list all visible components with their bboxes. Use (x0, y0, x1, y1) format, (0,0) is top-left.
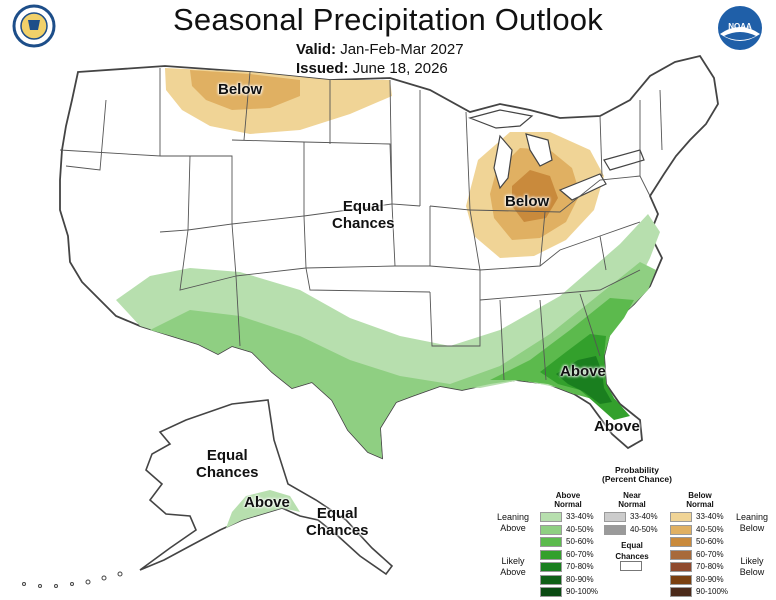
doc-seal-icon (12, 4, 56, 48)
valid-value: Jan-Feb-Mar 2027 (340, 41, 464, 58)
legend-leaning-above-line2: Above (500, 523, 526, 533)
legend-likely-above-line1: Likely (501, 556, 525, 566)
issued-line: Issued: June 18, 2026 (296, 60, 448, 77)
legend-above-label: 70-80% (566, 562, 594, 571)
legend-below-label: 50-60% (696, 537, 724, 546)
legend-above-swatch (540, 562, 562, 572)
legend-above-label: 60-70% (566, 549, 594, 559)
legend-title-line2: (Percent Chance) (602, 474, 672, 484)
legend-leaning-above-line1: Leaning (496, 512, 530, 522)
legend-below-swatch (670, 574, 692, 585)
legend-below-header-line2: Normal (686, 500, 714, 509)
legend-below-header-line1: Below (688, 491, 712, 500)
legend-below-label: 60-70% (696, 549, 724, 559)
legend-near-header-line1: Near (623, 491, 641, 500)
legend-above-label: 33-40% (566, 512, 594, 521)
legend-below-swatch (670, 587, 692, 597)
legend-below-swatch (670, 512, 692, 522)
legend-below-swatch (670, 549, 692, 560)
legend-above-label: 90-100% (566, 587, 599, 596)
label-equal-chances-alaska: Equal Chances (196, 447, 259, 481)
legend-below-swatch (670, 537, 692, 547)
label-below-great-lakes: Below (505, 193, 550, 210)
below-north-40-50-region (190, 70, 300, 110)
legend-leaning-below-line2: Below (739, 523, 765, 533)
legend-title-line1: Probability (615, 465, 659, 475)
legend-near-swatch (604, 524, 626, 535)
state-borders (59, 68, 663, 381)
legend-near-swatch (604, 512, 626, 522)
legend-near-header: Near Normal (612, 491, 652, 509)
legend-equal-chances-swatch (620, 561, 642, 571)
legend-below-label: 70-80% (696, 562, 724, 571)
legend-near-label: 40-50% (630, 524, 658, 534)
probability-legend: Probability (Percent Chance) Above Norma… (496, 464, 774, 600)
label-equal-chances-conus: Equal Chances (332, 198, 395, 232)
legend-likely-below: Likely Below (734, 556, 770, 578)
issued-value: June 18, 2026 (352, 60, 448, 77)
label-equal-chances-alaska-line1: Equal (206, 447, 248, 464)
legend-leaning-above: Leaning Above (496, 512, 530, 534)
legend-near-header-line2: Normal (618, 500, 646, 509)
valid-label: Valid: (296, 41, 337, 58)
legend-leaning-below: Leaning Below (734, 512, 770, 534)
great-lakes-outline (468, 109, 645, 201)
legend-below-swatch (670, 524, 692, 535)
legend-below-label: 40-50% (696, 524, 724, 534)
label-above-southeast: Above (560, 363, 606, 380)
label-equal-chances-alaska-line2: Chances (196, 464, 259, 481)
label-above-alaska: Above (244, 494, 290, 511)
legend-likely-below-line1: Likely (740, 556, 764, 566)
legend-equal-chances: Equal Chances (614, 540, 650, 562)
legend-above-header-line2: Normal (554, 500, 582, 509)
label-equal-chances-conus-line1: Equal (342, 198, 384, 215)
label-equal-chances-se-alaska: Equal Chances (306, 505, 369, 539)
below-great-lakes-50-60-region (512, 170, 558, 222)
legend-leaning-below-line1: Leaning (735, 512, 769, 522)
issued-label: Issued: (296, 60, 349, 77)
legend-above-label: 50-60% (566, 537, 594, 546)
legend-below-label: 90-100% (696, 587, 729, 596)
legend-above-swatch (540, 574, 562, 585)
legend-below-header: Below Normal (680, 491, 720, 509)
page-title: Seasonal Precipitation Outlook (173, 2, 603, 37)
legend-above-swatch (540, 587, 562, 597)
label-equal-chances-conus-line2: Chances (332, 215, 395, 232)
legend-above-header-line1: Above (555, 491, 581, 500)
legend-likely-above: Likely Above (496, 556, 530, 578)
legend-above-swatch (540, 537, 562, 547)
noaa-logo-icon (718, 6, 762, 50)
legend-above-swatch (540, 549, 562, 560)
legend-above-header: Above Normal (548, 491, 588, 509)
valid-line: Valid: Jan-Feb-Mar 2027 (296, 41, 464, 58)
label-above-florida: Above (594, 418, 640, 435)
legend-above-swatch (540, 524, 562, 535)
legend-equal-chances-line1: Equal (621, 541, 643, 550)
legend-likely-below-line2: Below (739, 567, 765, 577)
legend-above-swatch (540, 512, 562, 522)
legend-below-swatch (670, 562, 692, 572)
noaa-logo-text: NOAA (728, 22, 752, 31)
legend-title: Probability (Percent Chance) (582, 466, 692, 484)
aleutian-islands (22, 571, 123, 588)
label-below-north: Below (218, 81, 263, 98)
legend-below-label: 33-40% (696, 512, 724, 521)
label-equal-chances-se-alaska-line2: Chances (306, 522, 369, 539)
legend-near-label: 33-40% (630, 512, 658, 521)
legend-below-label: 80-90% (696, 574, 724, 584)
legend-above-label: 80-90% (566, 574, 594, 584)
alaska-above-region (226, 490, 300, 528)
legend-above-label: 40-50% (566, 524, 594, 534)
above-33-40-region (116, 214, 660, 458)
legend-likely-above-line2: Above (500, 567, 526, 577)
above-70-80-region (556, 356, 612, 404)
legend-equal-chances-line2: Chances (615, 552, 649, 561)
label-equal-chances-se-alaska-line1: Equal (316, 505, 358, 522)
